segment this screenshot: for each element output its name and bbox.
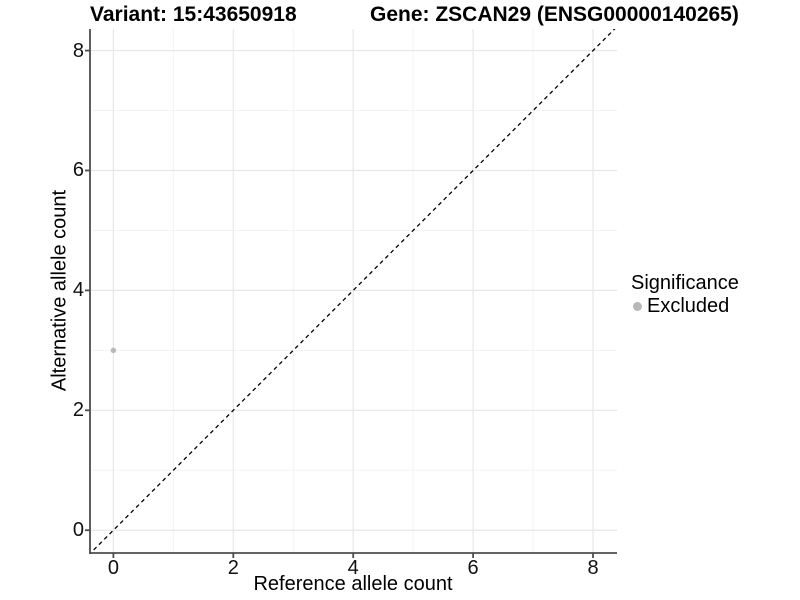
x-tick-label: 8 [587,557,599,579]
variant-title: Variant: 15:43650918 [90,3,297,26]
y-tick-label: 4 [72,279,84,302]
y-tick-label: 0 [72,519,84,542]
y-tick-label: 2 [72,399,84,422]
identity-dashed-line [90,29,616,553]
legend-title: Significance [631,272,739,294]
excluded-point-icon [633,301,642,311]
x-tick-label: 2 [227,557,239,579]
data-point-excluded [110,347,117,354]
legend: Significance Excluded [631,272,739,317]
y-tick-label: 8 [72,39,84,62]
x-tick-label: 6 [467,557,479,579]
y-tick-label: 6 [72,159,84,182]
x-axis-title: Reference allele count [253,573,453,595]
gene-title: Gene: ZSCAN29 (ENSG00000140265) [370,3,739,26]
x-tick-label: 4 [347,557,359,579]
legend-item-label: Excluded [647,295,730,317]
y-axis-title: Alternative allele count [48,189,71,392]
x-tick-label: 0 [107,557,119,579]
legend-item-excluded: Excluded [633,295,739,317]
